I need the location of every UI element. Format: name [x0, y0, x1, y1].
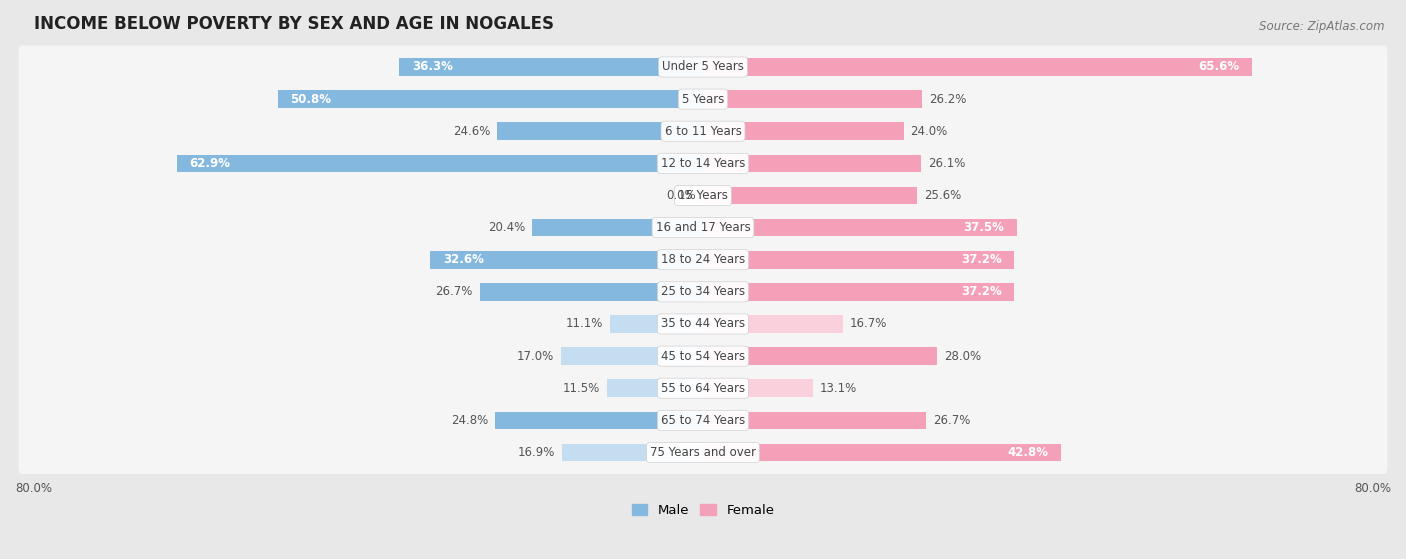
Bar	[703, 154, 921, 172]
Text: Under 5 Years: Under 5 Years	[662, 60, 744, 73]
Bar	[703, 411, 927, 429]
Bar	[703, 251, 1014, 268]
Text: 65 to 74 Years: 65 to 74 Years	[661, 414, 745, 427]
Bar	[430, 251, 703, 268]
Bar	[703, 315, 842, 333]
Text: 28.0%: 28.0%	[943, 349, 981, 363]
Text: 24.0%: 24.0%	[911, 125, 948, 138]
Text: 32.6%: 32.6%	[443, 253, 484, 266]
Text: 26.7%: 26.7%	[934, 414, 970, 427]
Text: 0.0%: 0.0%	[666, 189, 696, 202]
Text: 37.2%: 37.2%	[962, 253, 1001, 266]
Bar	[498, 122, 703, 140]
Bar	[703, 283, 1014, 301]
Bar	[399, 58, 703, 76]
Bar	[561, 444, 703, 461]
Bar	[703, 347, 938, 365]
Text: 45 to 54 Years: 45 to 54 Years	[661, 349, 745, 363]
Text: 24.8%: 24.8%	[451, 414, 489, 427]
FancyBboxPatch shape	[18, 174, 1388, 217]
Text: 37.2%: 37.2%	[962, 285, 1001, 299]
Bar	[177, 154, 703, 172]
FancyBboxPatch shape	[18, 238, 1388, 281]
Text: 25.6%: 25.6%	[924, 189, 962, 202]
Text: 42.8%: 42.8%	[1008, 446, 1049, 459]
Text: 25 to 34 Years: 25 to 34 Years	[661, 285, 745, 299]
Bar	[607, 380, 703, 397]
Bar	[495, 411, 703, 429]
Bar	[561, 347, 703, 365]
Bar	[479, 283, 703, 301]
Bar	[703, 219, 1017, 236]
Bar	[610, 315, 703, 333]
Text: 16 and 17 Years: 16 and 17 Years	[655, 221, 751, 234]
Bar	[703, 380, 813, 397]
Text: 24.6%: 24.6%	[453, 125, 491, 138]
Text: 36.3%: 36.3%	[412, 60, 453, 73]
Text: 35 to 44 Years: 35 to 44 Years	[661, 318, 745, 330]
Text: 65.6%: 65.6%	[1198, 60, 1240, 73]
Bar	[703, 122, 904, 140]
Text: 18 to 24 Years: 18 to 24 Years	[661, 253, 745, 266]
Text: 16.9%: 16.9%	[517, 446, 555, 459]
Bar	[703, 187, 917, 205]
FancyBboxPatch shape	[18, 431, 1388, 474]
Text: 11.5%: 11.5%	[562, 382, 600, 395]
FancyBboxPatch shape	[18, 45, 1388, 88]
Text: 20.4%: 20.4%	[488, 221, 526, 234]
FancyBboxPatch shape	[18, 399, 1388, 442]
FancyBboxPatch shape	[18, 367, 1388, 410]
Text: 5 Years: 5 Years	[682, 93, 724, 106]
Text: Source: ZipAtlas.com: Source: ZipAtlas.com	[1260, 20, 1385, 32]
FancyBboxPatch shape	[18, 110, 1388, 153]
Text: 26.1%: 26.1%	[928, 157, 966, 170]
Text: 17.0%: 17.0%	[517, 349, 554, 363]
Text: 12 to 14 Years: 12 to 14 Years	[661, 157, 745, 170]
Bar	[533, 219, 703, 236]
Text: 15 Years: 15 Years	[678, 189, 728, 202]
Text: 13.1%: 13.1%	[820, 382, 856, 395]
FancyBboxPatch shape	[18, 78, 1388, 121]
Text: 6 to 11 Years: 6 to 11 Years	[665, 125, 741, 138]
Bar	[278, 90, 703, 108]
Text: 55 to 64 Years: 55 to 64 Years	[661, 382, 745, 395]
Text: 16.7%: 16.7%	[849, 318, 887, 330]
Bar	[703, 444, 1062, 461]
FancyBboxPatch shape	[18, 271, 1388, 314]
Bar	[703, 90, 922, 108]
FancyBboxPatch shape	[18, 302, 1388, 345]
Text: 62.9%: 62.9%	[190, 157, 231, 170]
FancyBboxPatch shape	[18, 335, 1388, 378]
Bar	[703, 58, 1251, 76]
Text: 37.5%: 37.5%	[963, 221, 1004, 234]
Text: INCOME BELOW POVERTY BY SEX AND AGE IN NOGALES: INCOME BELOW POVERTY BY SEX AND AGE IN N…	[34, 15, 554, 33]
Text: 75 Years and over: 75 Years and over	[650, 446, 756, 459]
Text: 26.2%: 26.2%	[929, 93, 966, 106]
FancyBboxPatch shape	[18, 206, 1388, 249]
Text: 26.7%: 26.7%	[436, 285, 472, 299]
Text: 50.8%: 50.8%	[291, 93, 332, 106]
Text: 11.1%: 11.1%	[567, 318, 603, 330]
FancyBboxPatch shape	[18, 142, 1388, 185]
Legend: Male, Female: Male, Female	[626, 499, 780, 522]
